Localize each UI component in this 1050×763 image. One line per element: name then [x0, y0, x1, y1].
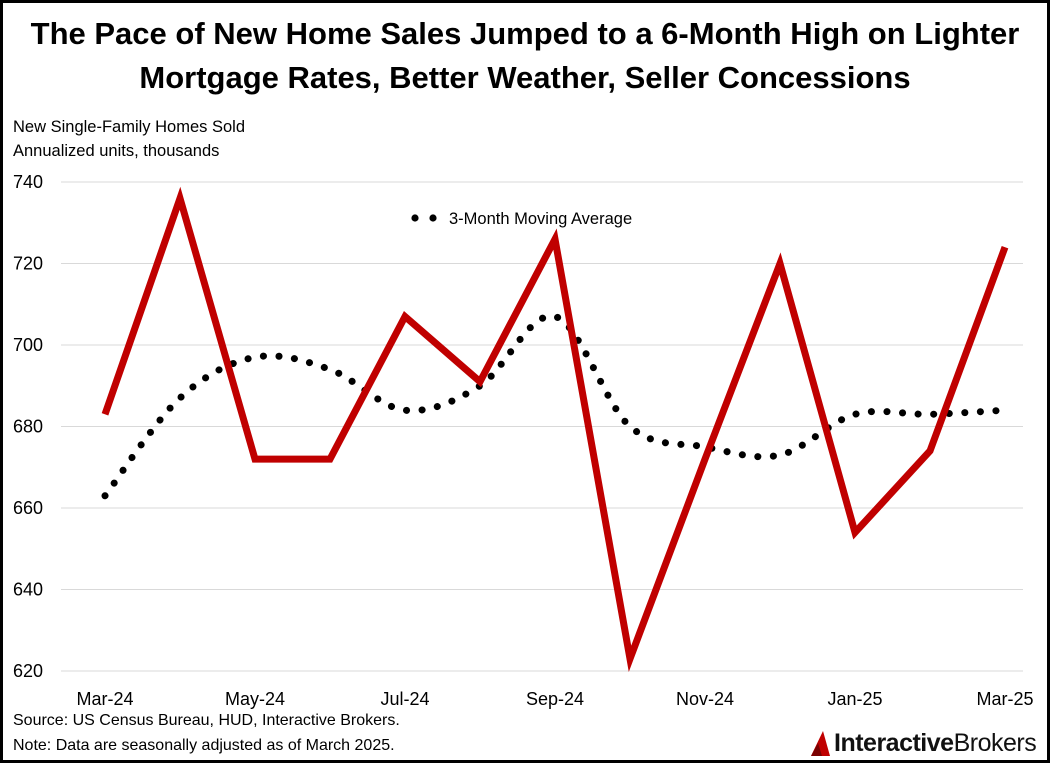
series-3-month-moving-average — [101, 312, 1009, 500]
series-new-home-sales — [101, 186, 1009, 672]
logo-text-brokers: Brokers — [953, 729, 1037, 757]
chart-title-line-1: The Pace of New Home Sales Jumped to a 6… — [30, 16, 1020, 51]
x-tick-label-Jul-24: Jul-24 — [380, 689, 429, 709]
interactive-brokers-logo: InteractiveBrokers — [809, 727, 1037, 759]
chart-plot-area: 620 640 660 680 700 720 740 Mar-24 May-24 Jul-24… — [13, 172, 1034, 709]
y-tick-label-620: 620 — [13, 661, 43, 681]
y-tick-label-740: 740 — [13, 172, 43, 192]
x-tick-label-Nov-24: Nov-24 — [676, 689, 734, 709]
y-axis-series-label: New Single-Family Homes Sold — [13, 118, 245, 136]
y-tick-label-680: 680 — [13, 417, 43, 437]
legend-dot-1 — [411, 214, 419, 222]
x-tick-label-Jan-25: Jan-25 — [827, 689, 882, 709]
chart-title-line-2: Mortgage Rates, Better Weather, Seller C… — [139, 60, 911, 95]
y-tick-label-640: 640 — [13, 580, 43, 600]
source-note: Source: US Census Bureau, HUD, Interacti… — [13, 712, 400, 729]
data-note: Note: Data are seasonally adjusted as of… — [13, 737, 395, 754]
x-tick-label-May-24: May-24 — [225, 689, 285, 709]
logo-text-interactive: Interactive — [834, 729, 954, 757]
y-axis-units-label: Annualized units, thousands — [13, 142, 220, 160]
y-tick-label-720: 720 — [13, 254, 43, 274]
legend-label-moving-average: 3-Month Moving Average — [449, 210, 632, 228]
y-tick-label-660: 660 — [13, 498, 43, 518]
x-tick-label-Sep-24: Sep-24 — [526, 689, 584, 709]
x-tick-label-Mar-25: Mar-25 — [976, 689, 1033, 709]
x-tick-label-Mar-24: Mar-24 — [76, 689, 133, 709]
interactive-brokers-logo-icon — [811, 731, 830, 756]
y-tick-label-700: 700 — [13, 335, 43, 355]
legend-dot-2 — [429, 214, 437, 222]
